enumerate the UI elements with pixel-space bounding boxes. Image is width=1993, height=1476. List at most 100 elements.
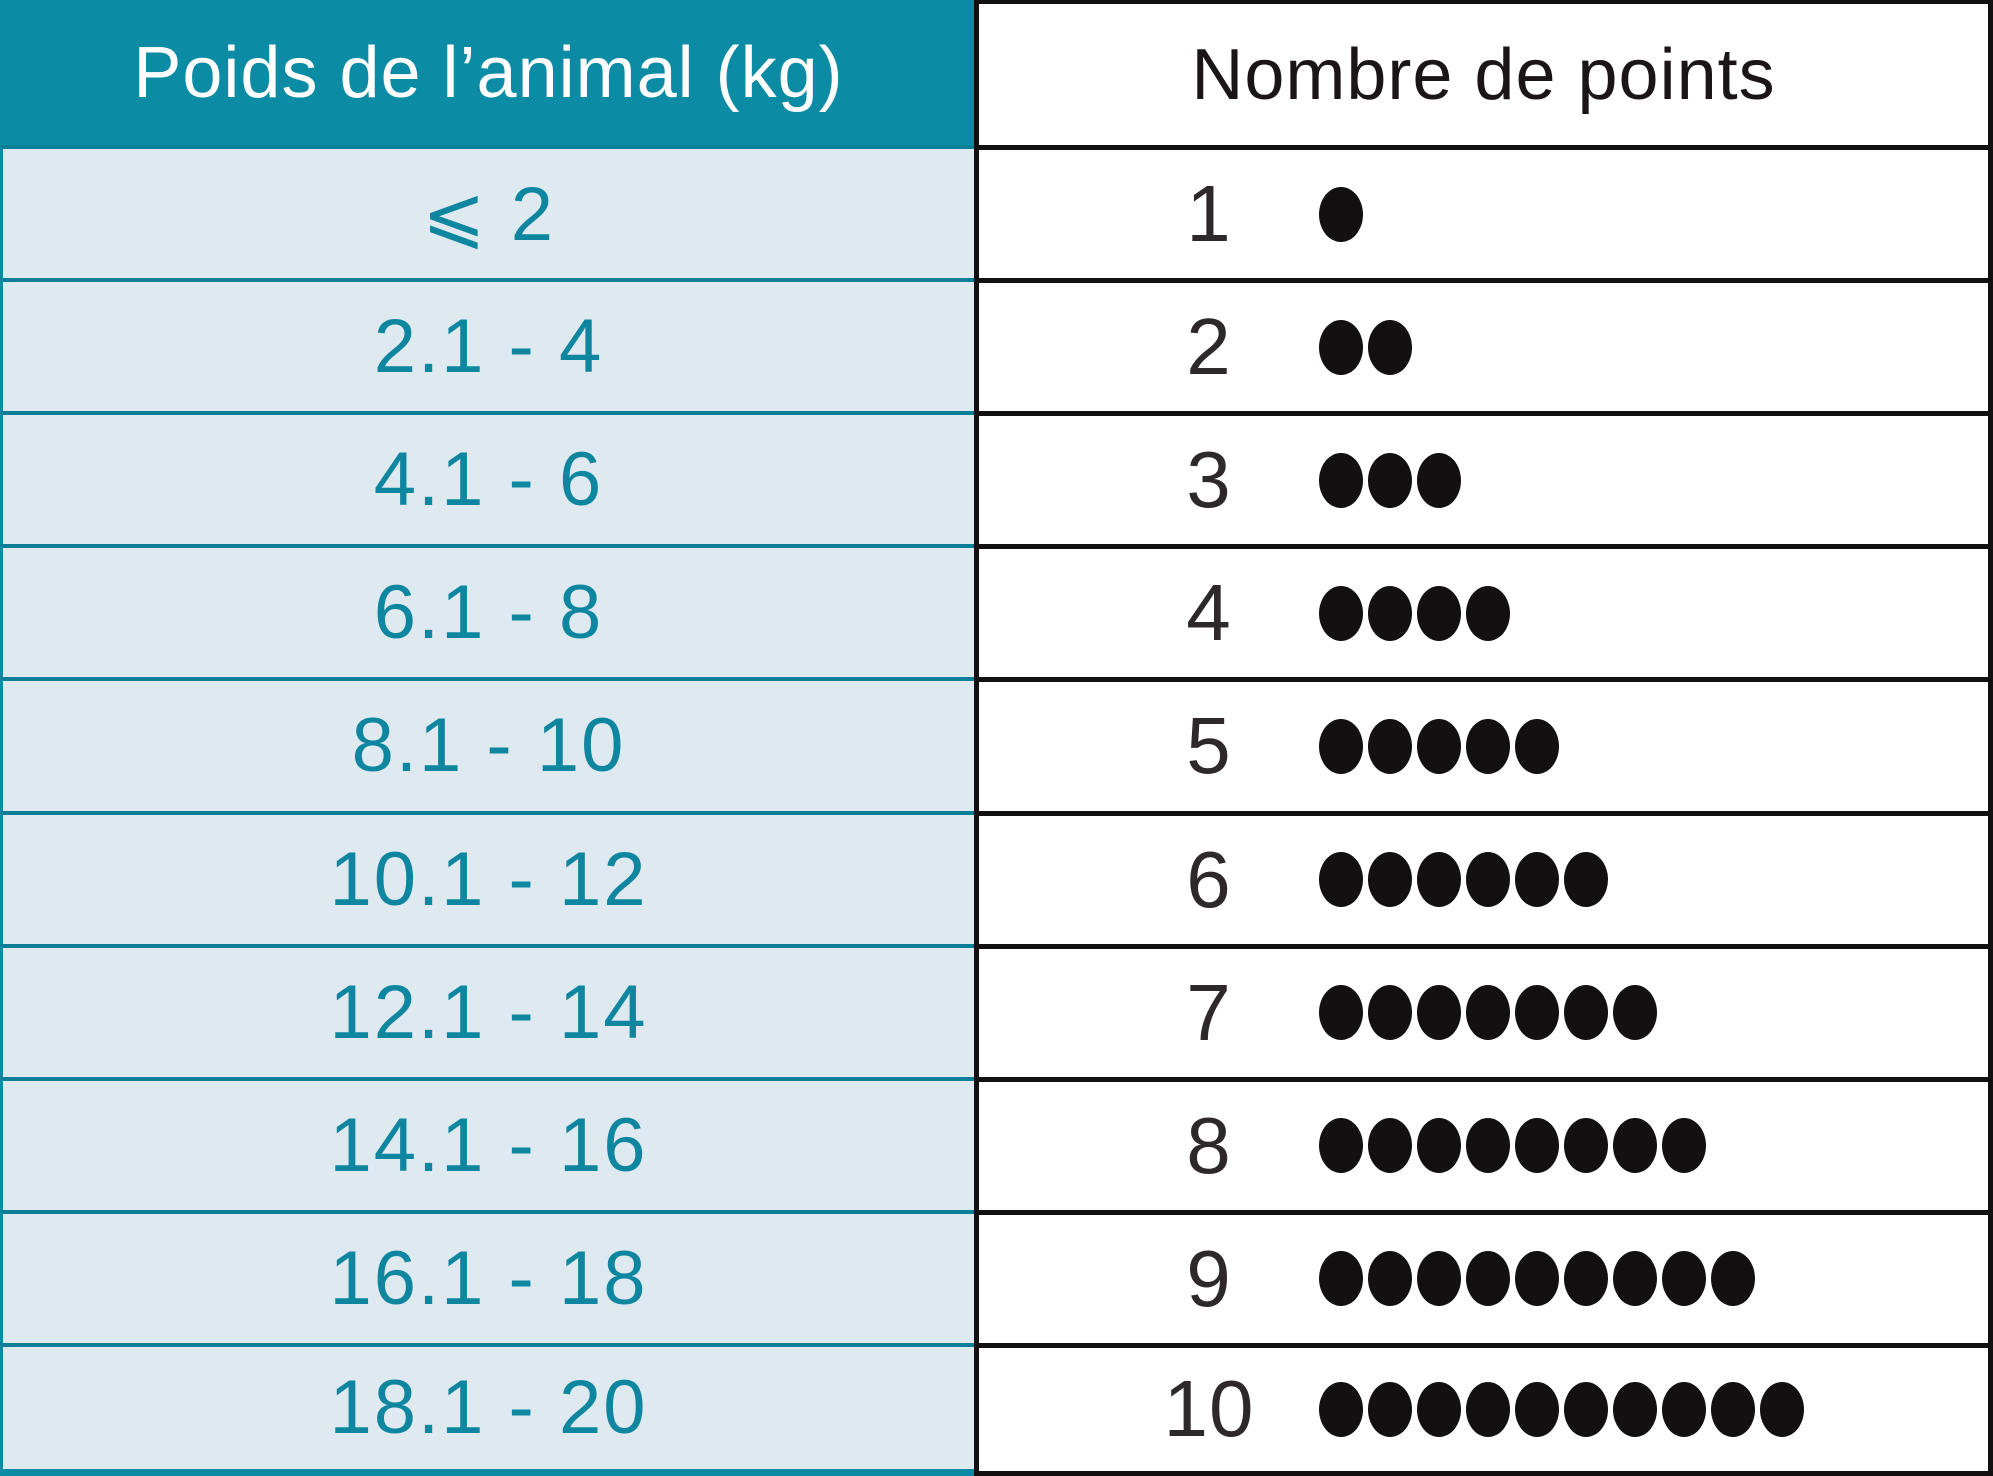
point-dot (1760, 1381, 1804, 1437)
points-cell: 8 (974, 1076, 1993, 1210)
weight-range-cell: ⩽ 2 (0, 145, 974, 279)
point-dot (1662, 1251, 1706, 1307)
weight-range-label: 14.1 - 16 (329, 1102, 648, 1188)
weight-range-label: ⩽ 2 (421, 172, 556, 258)
point-dot (1319, 1381, 1363, 1437)
weight-range-cell: 6.1 - 8 (0, 544, 974, 678)
points-dots (1319, 1118, 1711, 1174)
point-dot (1368, 852, 1412, 908)
points-dots (1319, 585, 1515, 641)
point-dot (1515, 1381, 1559, 1437)
weight-range-label: 4.1 - 6 (373, 437, 604, 523)
points-dots (1319, 852, 1613, 908)
point-dot (1613, 1381, 1657, 1437)
weight-range-cell: 14.1 - 16 (0, 1076, 974, 1210)
points-dots (1319, 718, 1564, 774)
weight-range-label: 8.1 - 10 (351, 703, 626, 789)
points-cell: 9 (974, 1209, 1993, 1343)
points-cell: 3 (974, 411, 1993, 545)
points-cell: 5 (974, 677, 1993, 811)
point-dot (1319, 319, 1363, 375)
point-dot (1466, 1118, 1510, 1174)
points-number: 3 (1186, 435, 1232, 525)
column-header-weight-label: Poids de l’animal (kg) (133, 32, 844, 113)
point-dot (1417, 452, 1461, 508)
points-number: 8 (1186, 1100, 1232, 1190)
point-dot (1417, 585, 1461, 641)
points-dots (1319, 319, 1417, 375)
point-dot (1466, 718, 1510, 774)
point-dot (1368, 585, 1412, 641)
point-dot (1368, 1251, 1412, 1307)
point-dot (1466, 1251, 1510, 1307)
weight-range-cell: 4.1 - 6 (0, 411, 974, 545)
point-dot (1662, 1118, 1706, 1174)
weight-range-label: 6.1 - 8 (373, 570, 604, 656)
point-dot (1662, 1381, 1706, 1437)
weight-range-label: 18.1 - 20 (329, 1365, 648, 1451)
point-dot (1564, 985, 1608, 1041)
point-dot (1417, 985, 1461, 1041)
points-dots (1319, 985, 1662, 1041)
point-dot (1368, 1381, 1412, 1437)
point-dot (1417, 1381, 1461, 1437)
points-number: 5 (1186, 701, 1232, 791)
points-cell: 2 (974, 278, 1993, 412)
point-dot (1368, 1118, 1412, 1174)
point-dot (1564, 1118, 1608, 1174)
point-dot (1711, 1251, 1755, 1307)
weight-range-cell: 18.1 - 20 (0, 1342, 974, 1476)
weight-range-label: 2.1 - 4 (373, 304, 604, 390)
points-number: 9 (1186, 1233, 1232, 1323)
points-cell: 1 (974, 145, 1993, 279)
point-dot (1417, 852, 1461, 908)
point-dot (1515, 852, 1559, 908)
weight-range-cell: 10.1 - 12 (0, 810, 974, 944)
point-dot (1613, 985, 1657, 1041)
point-dot (1417, 1251, 1461, 1307)
point-dot (1319, 985, 1363, 1041)
column-header-points: Nombre de points (974, 0, 1993, 145)
points-number: 1 (1186, 169, 1232, 259)
weight-range-label: 16.1 - 18 (329, 1235, 648, 1321)
points-number: 2 (1186, 302, 1232, 392)
points-number: 4 (1186, 568, 1232, 658)
points-number: 6 (1186, 834, 1232, 924)
point-dot (1319, 186, 1363, 242)
points-cell: 6 (974, 810, 1993, 944)
points-dots (1319, 452, 1466, 508)
points-cell: 7 (974, 943, 1993, 1077)
point-dot (1319, 718, 1363, 774)
point-dot (1466, 1381, 1510, 1437)
point-dot (1466, 852, 1510, 908)
weight-range-label: 10.1 - 12 (329, 836, 648, 922)
point-dot (1417, 1118, 1461, 1174)
column-header-weight: Poids de l’animal (kg) (0, 0, 974, 145)
point-dot (1368, 985, 1412, 1041)
point-dot (1564, 852, 1608, 908)
weight-range-cell: 2.1 - 4 (0, 278, 974, 412)
point-dot (1564, 1381, 1608, 1437)
point-dot (1319, 852, 1363, 908)
point-dot (1319, 585, 1363, 641)
point-dot (1613, 1118, 1657, 1174)
column-header-points-label: Nombre de points (1191, 34, 1776, 115)
point-dot (1368, 319, 1412, 375)
points-number: 10 (1163, 1364, 1255, 1454)
point-dot (1319, 1251, 1363, 1307)
points-dots (1319, 186, 1368, 242)
weight-range-label: 12.1 - 14 (329, 969, 648, 1055)
point-dot (1368, 718, 1412, 774)
point-dot (1613, 1251, 1657, 1307)
point-dot (1515, 985, 1559, 1041)
point-dot (1515, 1118, 1559, 1174)
weight-range-cell: 16.1 - 18 (0, 1209, 974, 1343)
points-cell: 10 (974, 1342, 1993, 1476)
point-dot (1319, 1118, 1363, 1174)
point-dot (1417, 718, 1461, 774)
point-dot (1711, 1381, 1755, 1437)
weight-range-cell: 8.1 - 10 (0, 677, 974, 811)
point-dot (1368, 452, 1412, 508)
